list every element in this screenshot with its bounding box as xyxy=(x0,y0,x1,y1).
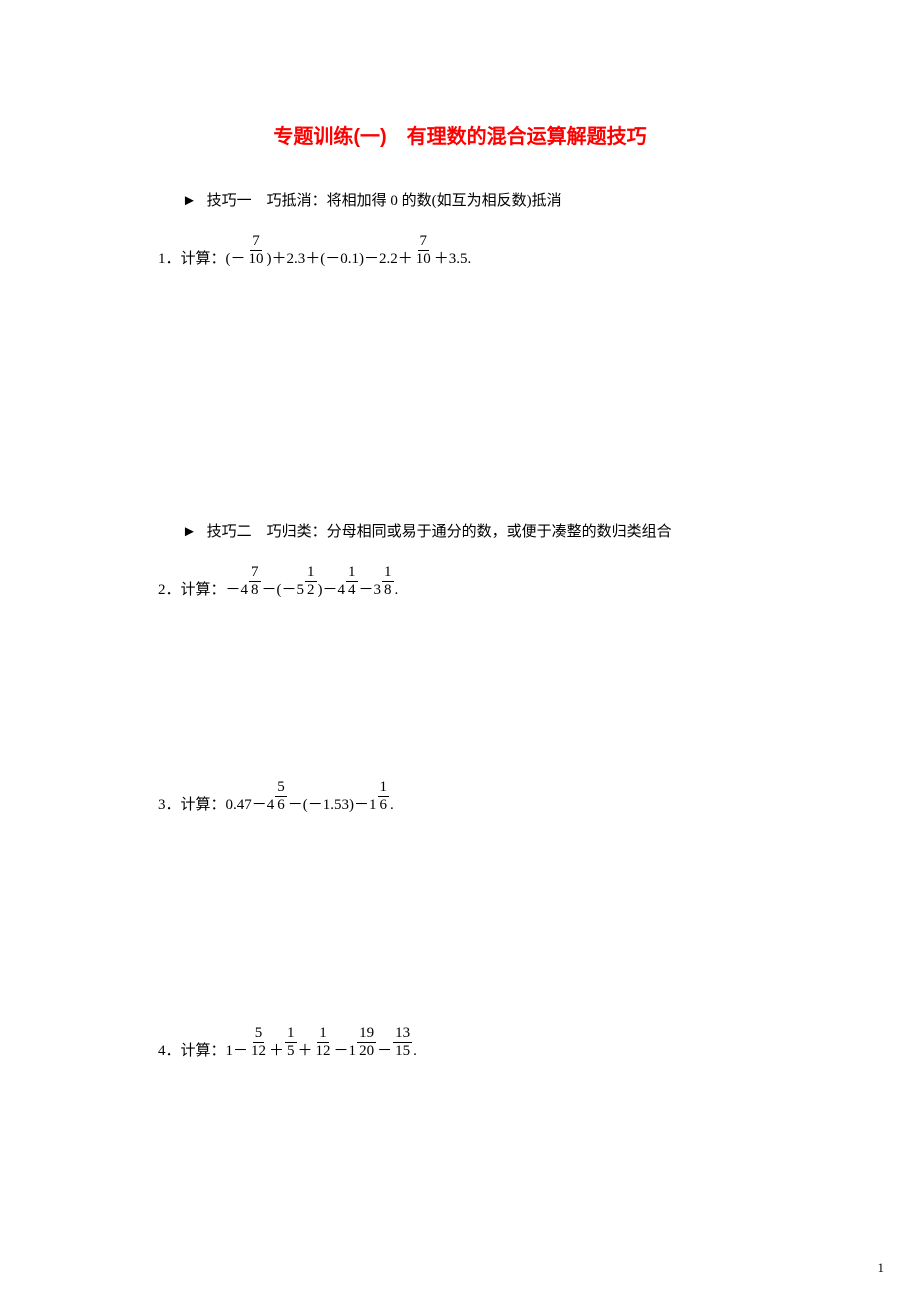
workspace-gap xyxy=(158,826,762,1026)
fraction: 1 6 xyxy=(378,780,390,813)
p1-label: 1．计算：(－ xyxy=(158,252,246,267)
numerator: 7 xyxy=(418,234,430,251)
denominator: 10 xyxy=(414,251,433,267)
p4-label: 4．计算：1－ xyxy=(158,1044,248,1059)
p3-label: 3．计算：0.47－4 xyxy=(158,798,274,813)
text-segment: . xyxy=(390,798,394,813)
workspace-gap xyxy=(158,280,762,520)
text-segment: ＋ xyxy=(269,1044,284,1059)
denominator: 8 xyxy=(382,582,394,598)
text-segment: . xyxy=(413,1044,417,1059)
numerator: 5 xyxy=(275,780,287,797)
problem-3: 3．计算：0.47－4 5 6 －(－1.53)－1 1 6 . xyxy=(158,780,762,816)
fraction: 7 10 xyxy=(414,234,433,267)
numerator: 5 xyxy=(253,1026,265,1043)
fraction: 1 2 xyxy=(305,565,317,598)
denominator: 4 xyxy=(346,582,358,598)
text-segment: . xyxy=(395,583,399,598)
denominator: 5 xyxy=(285,1043,297,1059)
text-segment: －3 xyxy=(359,583,382,598)
fraction: 7 8 xyxy=(249,565,261,598)
fraction: 5 6 xyxy=(275,780,287,813)
arrow-icon: ► xyxy=(182,192,197,209)
technique-2-header: ► 技巧二 巧归类：分母相同或易于通分的数，或便于凑整的数归类组合 xyxy=(182,520,762,541)
text-segment: －(－5 xyxy=(262,583,305,598)
denominator: 6 xyxy=(275,797,287,813)
numerator: 1 xyxy=(346,565,358,582)
problem-2: 2．计算：－4 7 8 －(－5 1 2 )－4 1 4 －3 1 8 . xyxy=(158,565,762,601)
problem-1: 1．计算：(－ 7 10 )＋2.3＋(－0.1)－2.2＋ 7 10 ＋3.5… xyxy=(158,234,762,270)
text-segment: ＋ xyxy=(298,1044,313,1059)
numerator: 1 xyxy=(378,780,390,797)
problem-4: 4．计算：1－ 5 12 ＋ 1 5 ＋ 1 12 －1 19 20 － 13 xyxy=(158,1026,762,1062)
text-segment: －(－1.53)－1 xyxy=(288,798,377,813)
text-segment: )＋2.3＋(－0.1)－2.2＋ xyxy=(267,252,413,267)
denominator: 12 xyxy=(314,1043,333,1059)
fraction: 13 15 xyxy=(393,1026,412,1059)
denominator: 10 xyxy=(247,251,266,267)
numerator: 1 xyxy=(285,1026,297,1043)
fraction: 1 5 xyxy=(285,1026,297,1059)
text-segment: )－4 xyxy=(318,583,346,598)
page-number: 1 xyxy=(878,1260,885,1276)
text-segment: ＋3.5. xyxy=(434,252,472,267)
fraction: 1 8 xyxy=(382,565,394,598)
arrow-icon: ► xyxy=(182,523,197,540)
fraction: 7 10 xyxy=(247,234,266,267)
denominator: 20 xyxy=(357,1043,376,1059)
numerator: 13 xyxy=(393,1026,412,1043)
numerator: 7 xyxy=(249,565,261,582)
denominator: 6 xyxy=(378,797,390,813)
text-segment: －1 xyxy=(334,1044,357,1059)
technique-1-header: ► 技巧一 巧抵消：将相加得 0 的数(如互为相反数)抵消 xyxy=(182,189,762,210)
numerator: 1 xyxy=(382,565,394,582)
fraction: 1 4 xyxy=(346,565,358,598)
numerator: 19 xyxy=(357,1026,376,1043)
fraction: 19 20 xyxy=(357,1026,376,1059)
numerator: 7 xyxy=(250,234,262,251)
fraction: 5 12 xyxy=(249,1026,268,1059)
numerator: 1 xyxy=(317,1026,329,1043)
technique-2-text: 技巧二 巧归类：分母相同或易于通分的数，或便于凑整的数归类组合 xyxy=(207,524,672,540)
fraction: 1 12 xyxy=(314,1026,333,1059)
document-page: 专题训练(一) 有理数的混合运算解题技巧 ► 技巧一 巧抵消：将相加得 0 的数… xyxy=(0,0,920,1061)
denominator: 2 xyxy=(305,582,317,598)
p2-label: 2．计算：－4 xyxy=(158,583,248,598)
workspace-gap xyxy=(158,610,762,780)
denominator: 12 xyxy=(249,1043,268,1059)
technique-1-text: 技巧一 巧抵消：将相加得 0 的数(如互为相反数)抵消 xyxy=(207,193,562,209)
text-segment: － xyxy=(377,1044,392,1059)
numerator: 1 xyxy=(305,565,317,582)
denominator: 15 xyxy=(393,1043,412,1059)
page-title: 专题训练(一) 有理数的混合运算解题技巧 xyxy=(158,120,762,149)
denominator: 8 xyxy=(249,582,261,598)
